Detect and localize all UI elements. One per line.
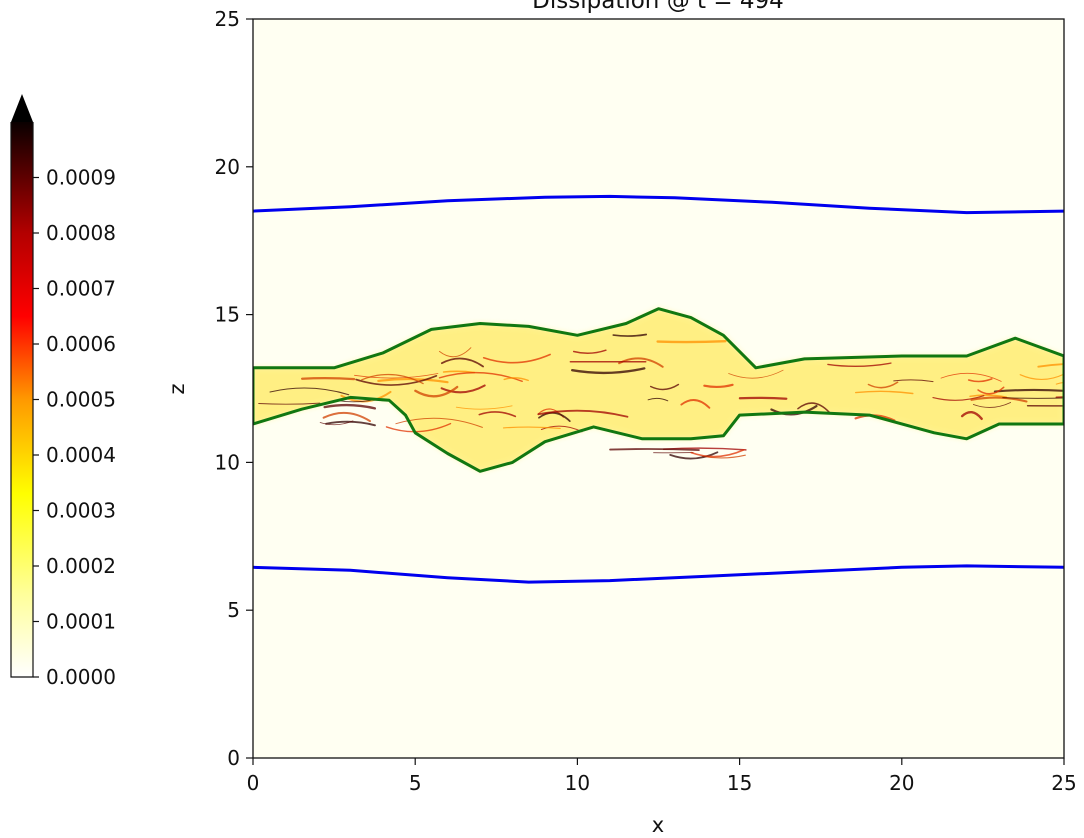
turbulent-region-glow bbox=[253, 308, 1064, 472]
plot-frame bbox=[252, 18, 1065, 759]
dissipation-streak bbox=[1002, 397, 1064, 399]
dissipation-streak bbox=[1037, 363, 1064, 368]
dissipation-streak bbox=[867, 381, 899, 389]
dissipation-streak bbox=[414, 385, 459, 398]
dissipation-streak bbox=[972, 402, 1012, 408]
dissipation-field bbox=[253, 308, 1064, 472]
dissipation-streak bbox=[361, 373, 424, 385]
dissipation-streak bbox=[703, 383, 734, 388]
contour-upper-boundary bbox=[253, 194, 1064, 215]
dissipation-streak bbox=[656, 340, 727, 344]
dissipation-streak bbox=[612, 333, 648, 337]
dissipation-streak bbox=[770, 404, 818, 416]
dissipation-streak bbox=[649, 383, 680, 391]
dissipation-streak bbox=[1055, 381, 1064, 385]
dissipation-streak bbox=[797, 402, 831, 414]
dissipation-streak bbox=[977, 386, 1005, 395]
dissipation-streak bbox=[571, 367, 646, 375]
dissipation-streak bbox=[438, 347, 472, 358]
x-tick-label: 15 bbox=[727, 771, 752, 795]
dissipation-streak bbox=[440, 384, 486, 394]
dissipation-streak bbox=[537, 409, 629, 418]
dissipation-streak bbox=[355, 374, 438, 386]
chart-title: Dissipation @ t = 494 bbox=[532, 0, 784, 14]
contour-turbulent-layer-edge bbox=[253, 307, 1064, 473]
y-tick-label: 15 bbox=[215, 303, 240, 327]
dissipation-streak bbox=[932, 395, 985, 401]
colorbar-gradient bbox=[11, 122, 33, 677]
colorbar-extend-arrow bbox=[11, 94, 33, 122]
y-axis: 0 5 10 15 20 25 bbox=[215, 7, 253, 770]
x-tick-label: 0 bbox=[247, 771, 260, 795]
dissipation-streak bbox=[728, 369, 784, 379]
dissipation-streak bbox=[690, 449, 745, 458]
dissipation-streak bbox=[482, 353, 551, 364]
dissipation-streak bbox=[395, 417, 483, 428]
dissipation-streak bbox=[854, 390, 914, 395]
dissipation-streak bbox=[440, 357, 484, 368]
colorbar-tick-label: 0.0007 bbox=[46, 277, 116, 301]
colorbar-tick-label: 0.0001 bbox=[46, 610, 116, 634]
contour-lower-boundary bbox=[253, 564, 1064, 584]
dissipation-streak bbox=[827, 362, 892, 367]
dissipation-streak bbox=[323, 403, 377, 410]
dissipation-streak bbox=[322, 411, 372, 423]
dissipation-streak bbox=[967, 378, 993, 383]
colorbar-tick-label: 0.0006 bbox=[46, 332, 116, 356]
dissipation-streak bbox=[969, 394, 1008, 398]
colorbar-ticks: 0.0000 0.0001 0.0002 0.0003 0.0004 0.0005 0.00… bbox=[33, 166, 116, 689]
y-tick-label: 5 bbox=[227, 598, 240, 622]
dissipation-streak bbox=[503, 377, 529, 382]
colorbar-tick-label: 0.0005 bbox=[46, 388, 116, 412]
dissipation-streak bbox=[970, 396, 1028, 403]
colorbar-tick-label: 0.0008 bbox=[46, 221, 116, 245]
colorbar-tick-label: 0.0002 bbox=[46, 554, 116, 578]
dissipation-streak bbox=[538, 412, 571, 422]
dissipation-streak bbox=[269, 387, 350, 396]
dissipation-streak bbox=[572, 349, 607, 354]
dissipation-streak bbox=[258, 402, 321, 405]
dissipation-streak bbox=[647, 397, 669, 402]
dissipation-streak bbox=[993, 388, 1064, 393]
dissipation-streak bbox=[940, 372, 1002, 382]
contour-lines bbox=[253, 194, 1064, 584]
dissipation-streak bbox=[478, 411, 517, 418]
dissipation-streak bbox=[385, 422, 452, 433]
colorbar: 0.0000 0.0001 0.0002 0.0003 0.0004 0.0005 0.00… bbox=[10, 94, 116, 689]
x-tick-label: 5 bbox=[409, 771, 422, 795]
dissipation-streak bbox=[1019, 373, 1064, 380]
dissipation-streak bbox=[960, 411, 983, 420]
dissipation-streak bbox=[738, 396, 788, 400]
y-tick-label: 25 bbox=[215, 7, 240, 31]
dissipation-streak bbox=[319, 420, 354, 426]
x-tick-label: 20 bbox=[889, 771, 914, 795]
dissipation-streak bbox=[669, 451, 719, 460]
colorbar-tick-label: 0.0004 bbox=[46, 443, 116, 467]
dissipation-streak bbox=[893, 379, 934, 383]
x-axis: 0 5 10 15 20 25 bbox=[247, 758, 1077, 795]
x-tick-label: 25 bbox=[1051, 771, 1076, 795]
x-axis-label: x bbox=[652, 813, 664, 837]
y-tick-label: 10 bbox=[215, 450, 240, 474]
y-axis-label: z bbox=[165, 383, 189, 394]
dissipation-streak bbox=[680, 399, 711, 409]
colorbar-tick-label: 0.0003 bbox=[46, 499, 116, 523]
y-tick-label: 0 bbox=[227, 746, 240, 770]
dissipation-streak bbox=[609, 448, 700, 452]
dissipation-streak bbox=[502, 426, 561, 429]
colorbar-tick-label: 0.0000 bbox=[46, 665, 116, 689]
x-tick-label: 10 bbox=[565, 771, 590, 795]
dissipation-streak bbox=[300, 376, 356, 381]
colorbar-tick-label: 0.0009 bbox=[46, 166, 116, 190]
y-tick-label: 20 bbox=[215, 155, 240, 179]
dissipation-streak bbox=[455, 405, 513, 410]
plot-area: 0 5 10 15 20 25 0 5 10 15 20 25 bbox=[215, 7, 1077, 795]
dissipation-streak bbox=[354, 373, 439, 379]
